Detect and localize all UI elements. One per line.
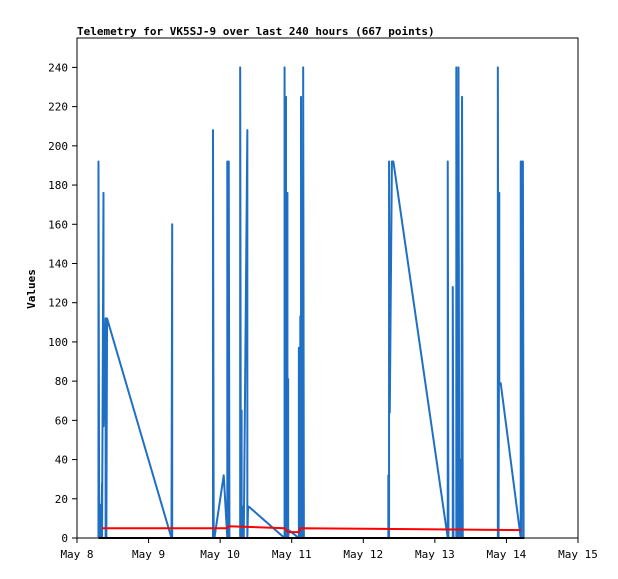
plot-area-frame	[76, 37, 579, 539]
y-tick-label: 0	[61, 532, 68, 545]
y-tick-label: 200	[48, 140, 68, 153]
y-tick-label: 60	[55, 414, 68, 427]
y-tick-label: 40	[55, 454, 68, 467]
x-tick-label: May 11	[272, 548, 312, 561]
y-tick-label: 120	[48, 297, 68, 310]
x-tick-label: May 8	[60, 548, 93, 561]
y-tick-label: 80	[55, 375, 68, 388]
y-tick-label: 20	[55, 493, 68, 506]
series-layer	[97, 66, 525, 539]
x-tick-label: May 13	[415, 548, 455, 561]
y-axis-label: Values	[25, 269, 38, 309]
y-tick-label: 160	[48, 218, 68, 231]
y-tick-label: 180	[48, 179, 68, 192]
y-tick-label: 240	[48, 61, 68, 74]
x-tick-label: May 15	[558, 548, 598, 561]
x-axis: May 8 May 9 May 10 May 11 May 12 May 13 May 14…	[60, 538, 598, 561]
x-tick-label: May 14	[487, 548, 527, 561]
x-tick-label: May 12	[343, 548, 383, 561]
chart-title: Telemetry for VK5SJ-9 over last 240 hour…	[77, 25, 435, 38]
x-tick-label: May 10	[200, 548, 240, 561]
y-tick-label: 100	[48, 336, 68, 349]
series-line-2	[102, 525, 521, 534]
y-axis: 0 20 40 60 80 100 120 140 160 180 200 220 240	[48, 61, 77, 545]
y-tick-label: 220	[48, 101, 68, 114]
x-tick-label: May 9	[132, 548, 165, 561]
series-line-1	[97, 66, 525, 539]
y-tick-label: 140	[48, 257, 68, 270]
